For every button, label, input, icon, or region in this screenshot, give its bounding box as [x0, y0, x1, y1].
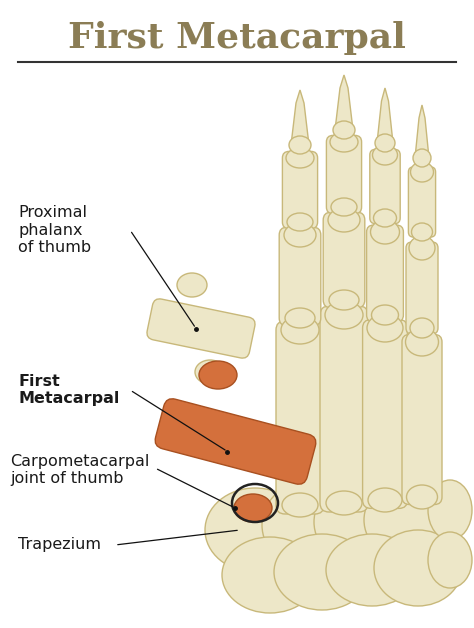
Ellipse shape	[329, 290, 359, 310]
FancyBboxPatch shape	[406, 242, 438, 334]
Ellipse shape	[374, 530, 462, 606]
Ellipse shape	[234, 494, 272, 522]
Ellipse shape	[199, 361, 237, 389]
Ellipse shape	[330, 132, 358, 152]
Ellipse shape	[325, 301, 363, 329]
FancyBboxPatch shape	[363, 320, 407, 509]
Ellipse shape	[371, 220, 400, 244]
FancyBboxPatch shape	[366, 225, 403, 322]
Ellipse shape	[289, 136, 311, 154]
Ellipse shape	[281, 316, 319, 344]
Ellipse shape	[262, 481, 358, 569]
Ellipse shape	[205, 488, 305, 572]
FancyBboxPatch shape	[323, 212, 365, 308]
Ellipse shape	[373, 145, 398, 165]
FancyBboxPatch shape	[320, 306, 368, 512]
Ellipse shape	[428, 480, 472, 540]
FancyBboxPatch shape	[147, 299, 255, 358]
Ellipse shape	[372, 305, 399, 325]
Ellipse shape	[326, 534, 418, 606]
PathPatch shape	[377, 88, 393, 143]
Text: Carpometacarpal
joint of thumb: Carpometacarpal joint of thumb	[10, 454, 149, 486]
Ellipse shape	[374, 209, 396, 227]
Ellipse shape	[367, 314, 403, 342]
FancyBboxPatch shape	[276, 321, 324, 514]
Ellipse shape	[331, 198, 357, 216]
Ellipse shape	[411, 223, 432, 241]
Ellipse shape	[375, 134, 395, 152]
Ellipse shape	[333, 121, 355, 139]
Ellipse shape	[326, 491, 362, 515]
Ellipse shape	[407, 485, 438, 509]
Text: First Metacarpal: First Metacarpal	[68, 21, 406, 55]
FancyBboxPatch shape	[402, 335, 442, 504]
Ellipse shape	[195, 360, 225, 384]
FancyBboxPatch shape	[279, 227, 321, 326]
Ellipse shape	[314, 480, 406, 564]
Ellipse shape	[405, 328, 438, 356]
Ellipse shape	[286, 148, 314, 168]
Ellipse shape	[222, 537, 318, 613]
Ellipse shape	[409, 236, 435, 260]
Ellipse shape	[285, 308, 315, 328]
Ellipse shape	[284, 223, 316, 247]
Ellipse shape	[410, 162, 434, 182]
PathPatch shape	[415, 105, 429, 158]
FancyBboxPatch shape	[327, 136, 362, 214]
PathPatch shape	[335, 75, 353, 130]
Ellipse shape	[328, 208, 360, 232]
Ellipse shape	[177, 273, 207, 297]
Ellipse shape	[274, 534, 370, 610]
PathPatch shape	[291, 90, 309, 145]
FancyBboxPatch shape	[155, 399, 316, 484]
Ellipse shape	[287, 213, 313, 231]
Text: First
Metacarpal: First Metacarpal	[18, 374, 119, 406]
Ellipse shape	[364, 480, 452, 560]
FancyBboxPatch shape	[370, 149, 400, 224]
Ellipse shape	[410, 318, 434, 338]
Ellipse shape	[428, 532, 472, 588]
Text: Proximal
phalanx
of thumb: Proximal phalanx of thumb	[18, 205, 91, 255]
Ellipse shape	[368, 488, 402, 512]
FancyBboxPatch shape	[409, 167, 436, 237]
FancyBboxPatch shape	[283, 151, 318, 229]
Text: Trapezium: Trapezium	[18, 538, 101, 553]
Ellipse shape	[282, 493, 318, 517]
Ellipse shape	[413, 149, 431, 167]
